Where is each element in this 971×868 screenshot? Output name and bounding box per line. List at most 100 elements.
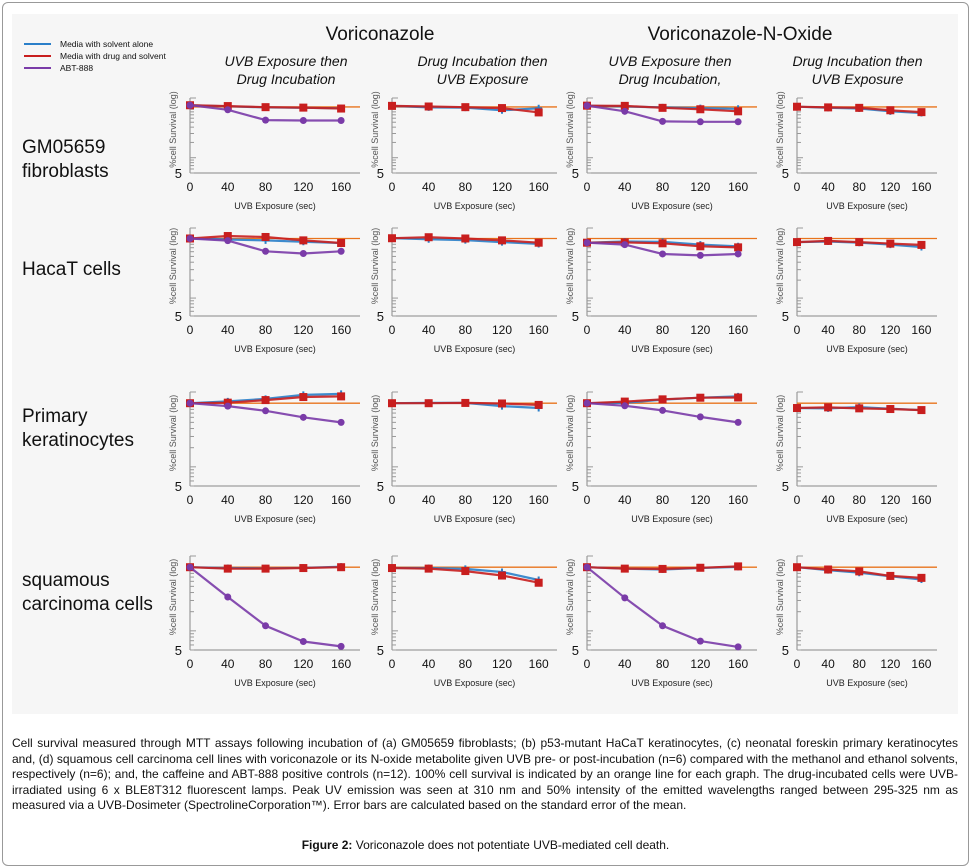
data-point-square [388,101,396,110]
data-point-square [261,396,270,405]
y-tick-label: 5 [782,166,789,181]
x-tick-label: 160 [911,323,931,337]
x-tick-label: 120 [880,493,900,507]
data-point-square [886,239,895,248]
data-point-circle [583,563,591,571]
data-point-square [734,107,743,116]
data-point-square [498,399,506,408]
data-point-square [299,564,308,573]
row-label-line: GM05659 [22,137,106,158]
data-point-square [658,103,667,112]
data-point-square [424,399,433,408]
data-point-square [299,103,308,112]
y-tick-label: 5 [572,166,579,181]
y-axis-label: %cell Survival (log) [565,395,575,472]
x-tick-label: 40 [618,657,632,671]
data-point-square [388,234,396,243]
data-point-square [658,239,667,248]
data-point-square [337,104,346,113]
x-axis-label: UVB Exposure (sec) [631,514,713,524]
data-point-square [223,102,232,111]
x-tick-label: 40 [821,493,835,507]
legend-label: Media with drug and solvent [60,51,166,61]
y-axis-label: %cell Survival (log) [565,559,575,636]
x-tick-label: 40 [618,323,632,337]
x-tick-label: 80 [853,180,867,194]
x-tick-label: 40 [821,657,835,671]
x-tick-label: 80 [459,657,473,671]
data-point-circle [186,101,194,109]
data-point-square [337,563,346,572]
data-point-square [534,578,543,587]
data-point-square [855,404,864,413]
x-tick-label: 80 [259,180,273,194]
x-tick-label: 160 [331,657,351,671]
row-label-line: HacaT cells [22,259,121,280]
x-tick-label: 40 [221,323,235,337]
y-tick-label: 5 [175,479,182,494]
data-point-square [498,104,506,113]
data-point-square [424,233,433,242]
x-tick-label: 0 [584,657,591,671]
row-label-squamous-carcinoma: squamous carcinoma cells [22,569,153,617]
data-point-square [696,242,705,251]
x-tick-label: 40 [821,323,835,337]
x-tick-label: 120 [492,657,512,671]
x-tick-label: 120 [293,323,313,337]
x-tick-label: 160 [529,323,549,337]
data-point-square [658,564,667,573]
data-point-square [299,236,308,245]
data-point-circle [734,250,742,258]
x-tick-label: 160 [911,657,931,671]
data-point-square [793,238,801,247]
x-axis-label: UVB Exposure (sec) [631,201,713,211]
x-tick-label: 120 [293,657,313,671]
data-point-circle [734,643,742,651]
data-point-circle [186,563,194,571]
data-point-square [696,105,705,114]
data-point-square [388,564,396,573]
data-point-square [461,567,470,576]
x-tick-label: 80 [656,657,670,671]
data-point-circle [337,418,345,426]
y-tick-label: 5 [377,166,384,181]
x-tick-label: 120 [880,323,900,337]
x-tick-label: 120 [492,180,512,194]
x-axis-label: UVB Exposure (sec) [434,514,516,524]
data-point-square [620,397,629,406]
data-point-square [734,243,743,252]
data-point-circle [621,594,629,602]
data-point-circle [659,250,667,258]
data-point-circle [224,237,232,245]
figure-title: Figure 2: Voriconazole does not potentia… [0,838,971,852]
data-point-square [620,101,629,110]
data-point-circle [659,406,667,414]
data-point-circle [621,241,629,249]
data-point-circle [299,638,307,646]
x-tick-label: 40 [422,323,436,337]
x-tick-label: 0 [187,180,194,194]
legend-label: Media with solvent alone [60,39,154,49]
subheader-drug-then-uvb: Drug Incubation then UVB Exposure [417,53,548,87]
data-point-circle [224,593,232,601]
x-tick-label: 160 [911,493,931,507]
x-tick-label: 0 [187,493,194,507]
data-point-square [461,234,470,243]
column-title-voriconazole: Voriconazole [325,24,435,45]
x-tick-label: 0 [794,657,801,671]
x-tick-label: 0 [389,180,396,194]
y-tick-label: 5 [377,309,384,324]
x-tick-label: 80 [259,323,273,337]
data-point-circle [621,107,629,115]
legend-label: ABT-888 [60,63,94,73]
data-point-square [223,232,232,241]
x-tick-label: 40 [221,180,235,194]
